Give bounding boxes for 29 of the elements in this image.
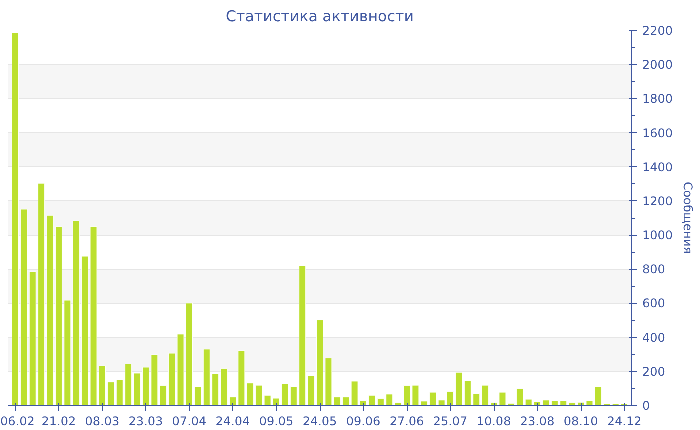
y-tick-label: 1600 [642, 126, 674, 140]
y-axis-title: Сообщения [681, 182, 696, 254]
y-tick-label: 600 [642, 296, 666, 311]
x-tick-label: 10.08 [476, 414, 512, 428]
x-tick-label: 24.04 [216, 414, 250, 428]
x-tick-label: 25.07 [433, 414, 468, 428]
x-tick-label: 07.04 [172, 414, 207, 428]
x-tick-label: 23.08 [520, 414, 555, 428]
x-tick-label: 24.05 [302, 414, 338, 428]
x-tick-label: 23.03 [128, 414, 164, 428]
y-tick-label: 1000 [642, 228, 674, 243]
chart-title: Статистика активности [226, 8, 414, 26]
x-tick-label: 21.02 [42, 414, 76, 428]
x-tick-label: 24.12 [607, 414, 642, 428]
x-tick-label: 27.06 [390, 414, 424, 428]
y-tick-label: 200 [642, 364, 666, 379]
y-tick-label: 400 [642, 330, 666, 345]
y-tick-label: 1200 [642, 194, 674, 208]
x-tick-label: 06.02 [0, 414, 35, 428]
y-tick-label: 1800 [642, 92, 674, 106]
y-tick-label: 0 [642, 399, 650, 413]
y-tick-label: 2200 [642, 24, 674, 38]
y-tick-label: 2000 [642, 58, 674, 72]
x-tick-label: 09.06 [346, 414, 381, 428]
y-tick-label: 800 [642, 262, 666, 277]
y-tick-label: 1400 [642, 160, 674, 174]
x-tick-label: 08.10 [564, 414, 598, 428]
x-tick-label: 08.03 [85, 414, 120, 428]
x-tick-label: 09.05 [259, 414, 294, 428]
